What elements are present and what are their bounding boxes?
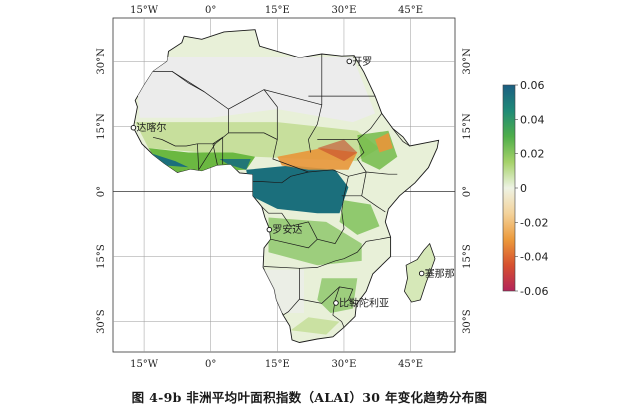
lon-tick-label: 15°E [265, 359, 290, 370]
country-border [299, 286, 357, 305]
city-dot [130, 124, 137, 131]
lat-tick-label: 15°S [96, 244, 107, 269]
lat-tick-label: 30°N [462, 48, 473, 75]
trend-zone [317, 139, 358, 162]
city-label: 罗安达 [272, 223, 302, 236]
lon-labels-bottom: 15°W 0° 15°E 30°E 45°E [130, 359, 423, 370]
colorbar-tick-label: -0.02 [520, 216, 548, 229]
lat-tick-label: 0° [96, 186, 107, 197]
figure-caption: 图 4-9b 非洲平均叶面积指数（ALAI）30 年变化趋势分布图 [131, 390, 488, 405]
country-border [197, 143, 216, 171]
country-border [263, 89, 278, 140]
lon-tick-label: 15°E [265, 5, 290, 16]
colorbar-tick-label: 0.06 [520, 79, 545, 92]
lat-tick-label: 15°N [462, 113, 473, 140]
alai-trend-overlay [135, 57, 398, 335]
city-marker: 开罗 [346, 56, 372, 68]
country-borders [152, 54, 410, 328]
city-marker: 塞那那利佛 [418, 267, 475, 280]
lon-tick-label: 15°W [130, 5, 159, 16]
city-dot [266, 226, 273, 233]
country-border [252, 171, 309, 184]
city-label: 塞那那利佛 [425, 267, 475, 280]
lon-labels-top: 15°W 0° 15°E 30°E 45°E [130, 5, 423, 16]
trend-zone [317, 278, 358, 313]
country-border [270, 238, 318, 249]
country-border [341, 195, 386, 213]
lat-tick-label: 30°S [96, 309, 107, 334]
city-marker: 比勒陀利亚 [333, 296, 389, 309]
lon-tick-label: 15°W [130, 359, 159, 370]
trend-zone [135, 57, 376, 123]
lat-tick-label: 15°S [462, 244, 473, 269]
city-dot [418, 270, 425, 277]
country-border [308, 104, 323, 153]
country-border [228, 109, 367, 177]
lat-labels-left: 30°N 15°N 0° 15°S 30°S [96, 48, 107, 334]
country-border [317, 113, 382, 140]
city-dot [333, 300, 339, 306]
lon-tick-label: 30°E [331, 359, 356, 370]
country-border [332, 286, 345, 328]
city-label: 开罗 [352, 56, 372, 68]
country-border [212, 136, 224, 166]
city-label: 达喀尔 [136, 121, 166, 134]
lon-tick-label: 0° [205, 359, 216, 370]
colorbar-ticks: 0.06 0.04 0.02 0 -0.02 -0.04 -0.06 [515, 79, 548, 298]
lat-tick-label: 30°S [462, 309, 473, 334]
city-dot [346, 58, 353, 65]
trend-zone [375, 132, 393, 153]
colorbar-tick-label: 0 [520, 182, 527, 195]
country-border [361, 171, 367, 196]
lon-tick-label: 45°E [398, 5, 423, 16]
trend-zone [246, 165, 349, 214]
lat-tick-label: 0° [462, 186, 473, 197]
trend-zone [290, 317, 340, 335]
colorbar-tick-label: -0.04 [520, 251, 548, 264]
lon-tick-label: 30°E [331, 5, 356, 16]
lon-tick-label: 0° [205, 5, 216, 16]
lat-labels-right: 30°N 15°N 0° 15°S 30°S [462, 48, 473, 334]
country-border [356, 139, 398, 175]
city-marker: 罗安达 [266, 223, 302, 236]
country-border [153, 71, 205, 93]
lat-tick-label: 15°N [96, 113, 107, 140]
city-label: 比勒陀利亚 [339, 296, 389, 309]
city-marker: 达喀尔 [130, 121, 166, 134]
colorbar-tick-label: 0.04 [520, 113, 545, 126]
lon-tick-label: 45°E [398, 359, 423, 370]
country-border [366, 236, 391, 242]
country-border [392, 128, 410, 147]
colorbar-tick-label: -0.06 [520, 285, 548, 298]
lat-tick-label: 30°N [96, 48, 107, 75]
trend-zone [339, 200, 380, 235]
colorbar [502, 84, 516, 292]
colorbar-tick-label: 0.02 [520, 148, 545, 161]
trend-zone [219, 159, 251, 170]
trend-zone [148, 152, 189, 168]
